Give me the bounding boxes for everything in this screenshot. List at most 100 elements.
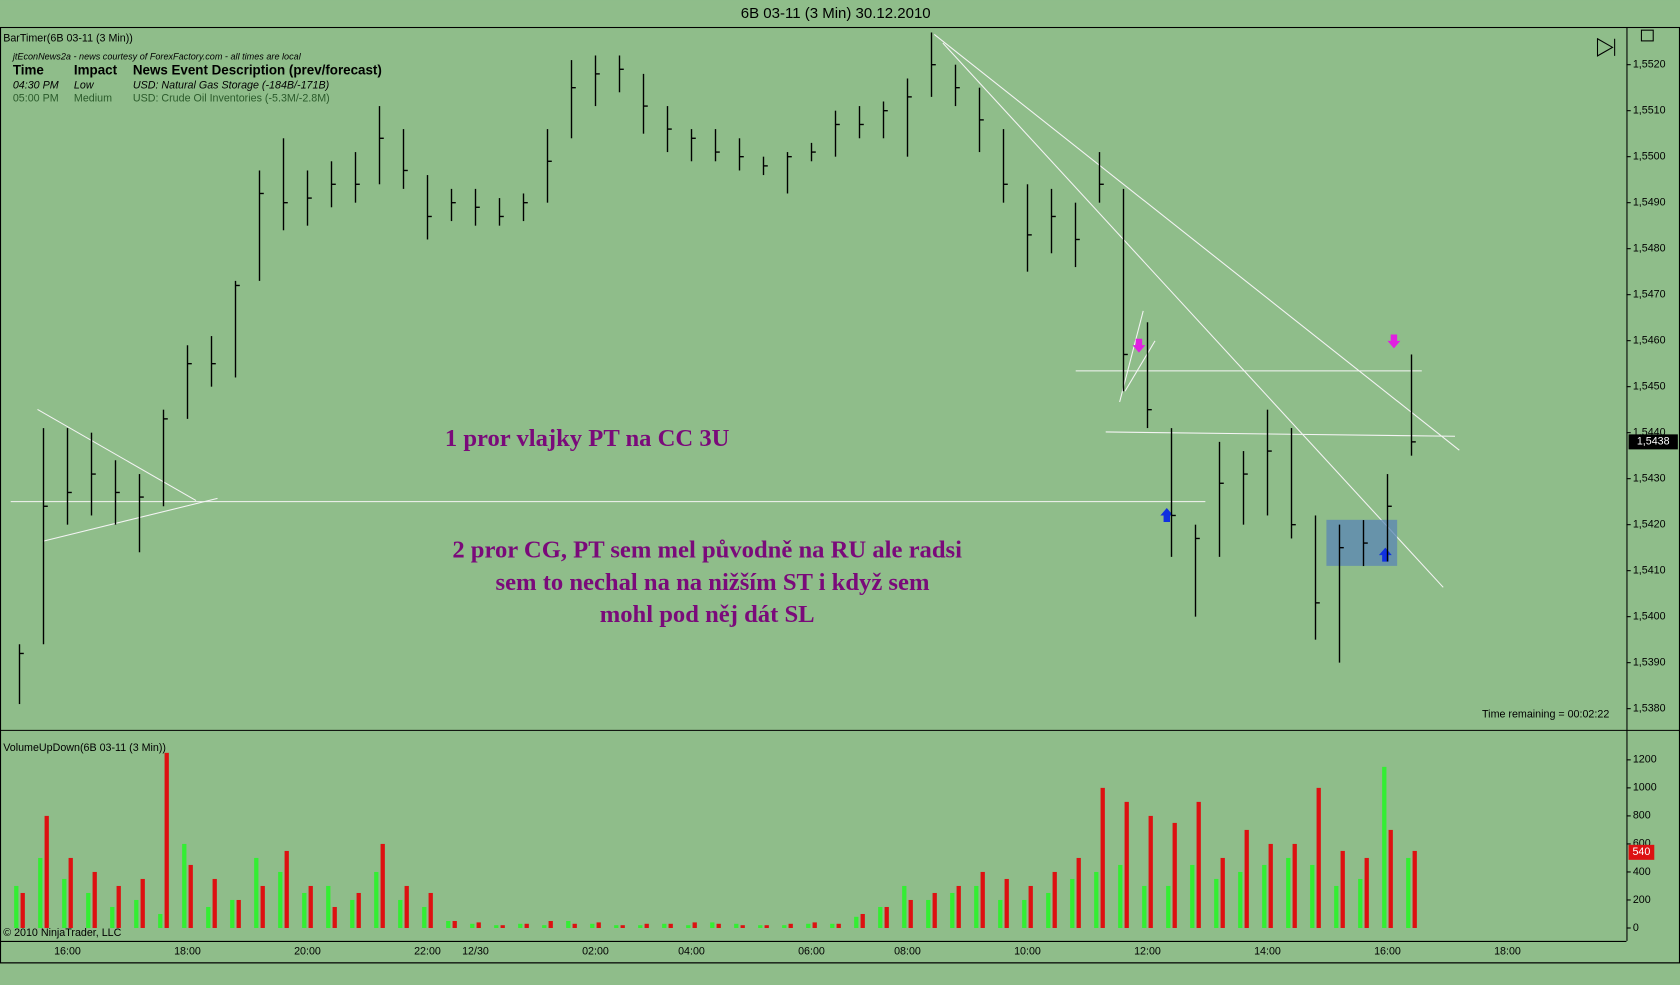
volume-down-bar [836,923,841,929]
last-volume-label: 540 [1632,846,1650,858]
volume-down-bar [356,892,361,929]
news-cell: 05:00 PM [13,93,59,105]
volume-up-bar [1046,892,1051,929]
y-tick-label: 200 [1633,894,1651,906]
last-price-box [1628,434,1678,450]
volume-up-bar [86,892,91,929]
volume-up-bar [302,892,307,929]
x-tick-label: 12/30 [462,945,489,957]
volume-down-bar [644,923,649,929]
annotation: mohl pod něj dát SL [600,601,815,628]
volume-up-bar [998,899,1003,929]
sell-arrow [1132,338,1146,353]
volume-up-bar [518,923,523,929]
x-tick-label: 16:00 [1374,945,1401,957]
volume-up-bar [638,925,643,929]
y-tick-label: 1,5510 [1633,105,1666,117]
news-source: jtEconNews2a - news courtesy of ForexFac… [11,51,302,61]
x-tick-label: 20:00 [294,945,321,957]
trend-line [1124,340,1156,392]
volume-down-bar [716,923,721,929]
volume-down-bar [332,906,337,929]
volume-up-bar [662,923,667,929]
volume-up-bar [62,878,67,929]
volume-up-bar [1334,885,1339,929]
volume-up-bar [1262,864,1267,929]
volume-down-bar [1316,787,1321,929]
volume-down-bar [284,850,289,929]
copyright: © 2010 NinjaTrader, LLC [3,927,121,939]
volume-down-bar [1268,843,1273,929]
volume-up-bar [686,925,691,929]
trend-line [933,34,1460,451]
icon[interactable] [1596,37,1616,57]
annotation: 2 pror CG, PT sem mel původně na RU ale … [452,537,962,564]
volume-up-bar [926,899,931,929]
x-tick-label: 06:00 [798,945,825,957]
volume-up-bar [422,906,427,929]
y-tick-label: 0 [1633,922,1639,934]
y-tick-label: 1,5410 [1633,564,1666,576]
f-button[interactable] [1640,29,1654,42]
volume-up-bar [758,925,763,929]
y-tick-label: 1,5470 [1633,289,1666,301]
trend-line [942,42,1444,588]
volume-down-bar [1148,815,1153,929]
volume-up-bar [494,925,499,929]
volume-up-bar [1286,857,1291,929]
news-header: News Event Description (prev/forecast) [133,62,382,77]
annotation: 1 pror vlajky PT na CC 3U [445,425,730,452]
volume-down-bar [1052,871,1057,929]
volume-up-bar [1214,878,1219,929]
x-tick-label: 18:00 [174,945,201,957]
volume-up-bar [398,899,403,929]
volume-down-bar [452,920,457,929]
volume-down-bar [524,923,529,929]
volume-down-bar [1388,829,1393,929]
last-volume-box [1628,844,1655,860]
volume-down-bar [1028,885,1033,929]
y-tick-label: 800 [1633,810,1651,822]
volume-up-bar [950,892,955,929]
drawing-tools [10,34,1460,588]
volume-down-bar [1340,850,1345,929]
annotation: sem to nechal na na nižším ST i když sem [496,569,930,596]
volume-up-bar [1358,878,1363,929]
volume-up-bar [1406,857,1411,929]
volume-down-bar [1124,801,1129,929]
volume-up-bar [1238,871,1243,929]
volume-down-bar [116,885,121,929]
volume-down-bar [236,899,241,929]
volume-up-bar [542,925,547,929]
volume-up-bar [614,925,619,929]
volume-down-bar [932,892,937,929]
volume-up-bar [350,899,355,929]
y-tick-label: 1200 [1633,754,1657,766]
volume-down-bar [812,922,817,929]
volume-down-bar [140,878,145,929]
volume-down-bar [44,815,49,929]
volume-down-bar [1196,801,1201,929]
volume-up-bar [878,906,883,929]
volume-down-bar [1364,857,1369,929]
volume-up-bar [1310,864,1315,929]
x-tick-label: 04:00 [678,945,705,957]
volume-down-bar [68,857,73,929]
indicator-label: VolumeUpDown(6B 03-11 (3 Min)) [3,742,166,754]
volume-down-bar [1220,857,1225,929]
volume-down-bar [764,925,769,929]
volume-down-bar [620,925,625,929]
volume-down-bar [380,843,385,929]
volume-down-bar [476,922,481,929]
sell-arrow [1387,334,1401,349]
play-icon[interactable] [1596,37,1616,57]
volume-down-bar [860,913,865,929]
volume-up-bar [326,885,331,929]
y-tick-label: 1,5480 [1633,243,1666,255]
volume-down-bar [572,923,577,929]
news-cell: Low [74,80,95,92]
volume-down-bar [884,906,889,929]
volume-down-bar [20,892,25,929]
volume-up-bar [278,871,283,929]
